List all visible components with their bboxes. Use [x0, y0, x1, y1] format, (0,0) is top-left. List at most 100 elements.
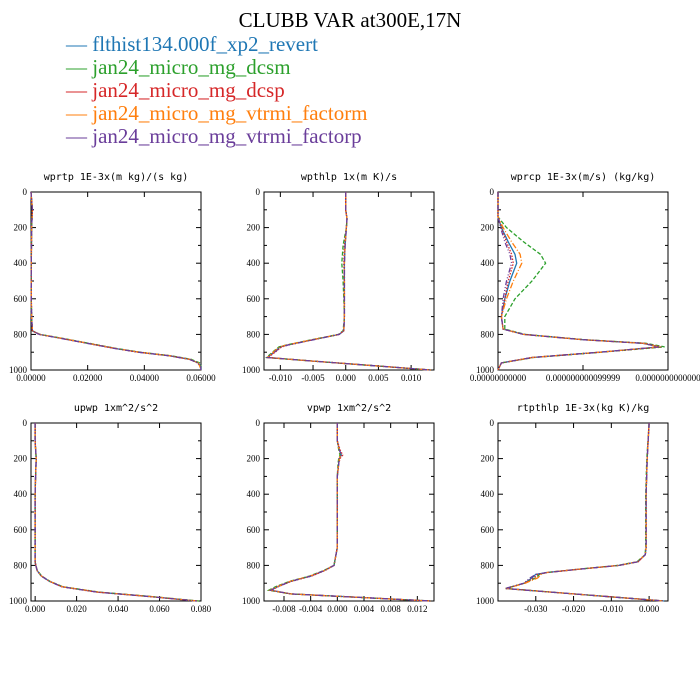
series-line-4	[268, 423, 431, 602]
legend-entry-4: — jan24_micro_mg_vtrmi_factorp	[66, 125, 368, 148]
legend-label-2: jan24_micro_mg_dcsp	[92, 78, 285, 102]
series-line-1	[30, 191, 202, 370]
y-tick-label: 600	[247, 525, 261, 535]
x-tick-label: 0.012	[407, 604, 427, 614]
legend: — flthist134.000f_xp2_revert — jan24_mic…	[66, 33, 368, 148]
y-tick-label: 200	[481, 454, 495, 464]
panel-0: wprtp 1E-3x(m kg)/(s kg) 0 200 400 600 800 100…	[9, 172, 216, 383]
x-tick-label: 0.008	[381, 604, 402, 614]
series-line-3	[497, 192, 660, 371]
page-title: CLUBB VAR at300E,17N	[238, 8, 462, 32]
series-line-1	[497, 192, 665, 371]
x-tick-label: 0.06000	[186, 373, 216, 383]
plot-frame	[30, 191, 202, 371]
series-line-0	[268, 423, 431, 602]
series-line-3	[34, 423, 198, 602]
y-tick-label: 200	[14, 223, 28, 233]
x-tick-label: -0.030	[524, 604, 548, 614]
legend-marker-2: —	[66, 78, 93, 102]
series-line-4	[30, 191, 202, 371]
panel-title: vpwp 1xm^2/s^2	[307, 403, 391, 414]
y-tick-label: 400	[14, 258, 28, 268]
y-tick-label: 800	[247, 329, 261, 339]
panel-4: vpwp 1xm^2/s^2 0 200 400 600 800 1000 -0.008 -0.…	[242, 403, 435, 614]
series-line-4	[497, 192, 660, 371]
y-tick-label: 400	[247, 258, 261, 268]
legend-marker-0: —	[66, 32, 93, 56]
series-line-3	[267, 423, 431, 602]
panel-1: wpthlp 1x(m K)/s 0 200 400 600 800 1000 -0.010-…	[242, 172, 435, 383]
plot-frame	[263, 422, 435, 602]
y-tick-label: 800	[14, 329, 28, 339]
panel-title: wpthlp 1x(m K)/s	[301, 172, 397, 183]
series-line-1	[266, 423, 431, 602]
x-tick-label: -0.010	[600, 604, 624, 614]
series-line-0	[505, 422, 665, 602]
legend-entry-1: — jan24_micro_mg_dcsm	[66, 56, 368, 79]
legend-label-3: jan24_micro_mg_vtrmi_factorm	[92, 101, 368, 125]
series-line-1	[34, 423, 199, 602]
x-tick-label: 0.005	[368, 373, 389, 383]
y-tick-label: 0	[23, 418, 28, 428]
panel-5: rtpthlp 1E-3x(kg K)/kg 0 200 400 600 800 1000 -…	[476, 403, 669, 614]
y-tick-label: 0	[490, 187, 495, 197]
x-tick-label: 0.000	[25, 604, 46, 614]
x-tick-label: 0.000	[336, 373, 357, 383]
x-tick-label: 0.040	[108, 604, 129, 614]
x-tick-label: 0.080	[191, 604, 212, 614]
y-tick-label: 200	[247, 223, 261, 233]
legend-marker-4: —	[66, 124, 93, 148]
y-tick-label: 800	[481, 329, 495, 339]
legend-label-1: jan24_micro_mg_dcsm	[92, 55, 291, 79]
y-tick-label: 600	[481, 294, 495, 304]
y-tick-label: 400	[481, 489, 495, 499]
y-tick-label: 0	[490, 418, 495, 428]
legend-label-4: jan24_micro_mg_vtrmi_factorp	[92, 124, 362, 148]
y-tick-label: 200	[14, 454, 28, 464]
x-tick-label: 0.004	[354, 604, 375, 614]
y-tick-label: 600	[247, 294, 261, 304]
y-tick-label: 1000	[242, 596, 261, 606]
x-tick-label: -0.020	[562, 604, 586, 614]
series-line-2	[269, 423, 431, 602]
y-tick-label: 0	[256, 418, 261, 428]
x-tick-label: 0.000	[639, 604, 660, 614]
plot-frame	[497, 422, 669, 602]
series-line-4	[505, 422, 665, 602]
series-line-3	[265, 192, 431, 371]
y-tick-label: 1000	[476, 596, 495, 606]
x-tick-label: 0.00000	[16, 373, 46, 383]
y-tick-label: 400	[247, 489, 261, 499]
panel-title: wprtp 1E-3x(m kg)/(s kg)	[44, 172, 189, 183]
y-tick-label: 0	[256, 187, 261, 197]
panel-title: rtpthlp 1E-3x(kg K)/kg	[517, 403, 649, 414]
y-tick-label: 200	[481, 223, 495, 233]
legend-label-0: flthist134.000f_xp2_revert	[92, 32, 318, 56]
panel-title: upwp 1xm^2/s^2	[74, 403, 158, 414]
y-tick-label: 600	[481, 525, 495, 535]
legend-marker-1: —	[66, 55, 93, 79]
x-tick-label: 0.020	[66, 604, 87, 614]
y-tick-label: 800	[14, 560, 28, 570]
series-line-2	[505, 422, 665, 602]
x-tick-label: 0.000000000099999	[546, 373, 621, 383]
legend-entry-2: — jan24_micro_mg_dcsp	[66, 79, 368, 102]
series-line-4	[265, 192, 431, 371]
x-tick-label: 0.00000000000	[470, 373, 527, 383]
series-line-2	[34, 423, 196, 602]
panel-2: wprcp 1E-3x(m/s) (kg/kg) 0 200 400 600 800 100…	[470, 172, 700, 383]
x-tick-label: 0.010	[401, 373, 422, 383]
x-tick-label: 0.04000	[130, 373, 160, 383]
y-tick-label: 600	[14, 525, 28, 535]
series-line-3	[30, 191, 202, 371]
x-tick-label: -0.005	[301, 373, 325, 383]
y-tick-label: 800	[247, 560, 261, 570]
x-tick-label: -0.008	[272, 604, 296, 614]
y-tick-label: 0	[23, 187, 28, 197]
legend-marker-3: —	[66, 101, 93, 125]
series-line-3	[505, 422, 665, 602]
y-tick-label: 1000	[242, 365, 261, 375]
series-line-1	[505, 422, 665, 602]
legend-entry-3: — jan24_micro_mg_vtrmi_factorm	[66, 102, 368, 125]
